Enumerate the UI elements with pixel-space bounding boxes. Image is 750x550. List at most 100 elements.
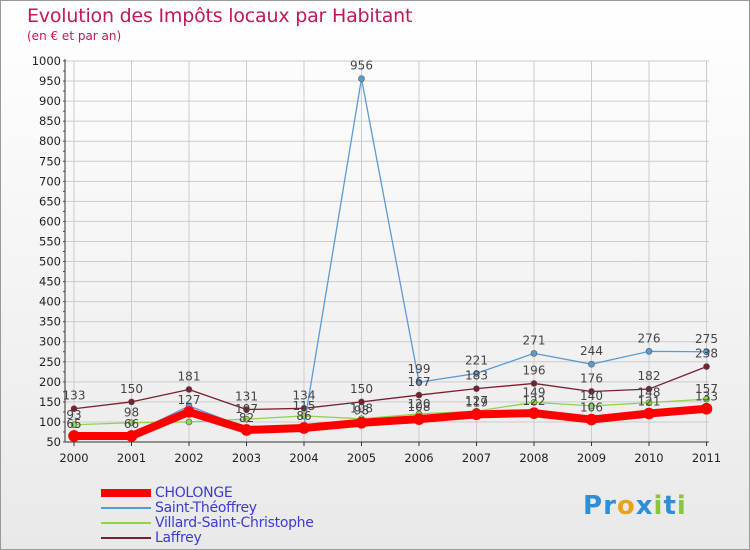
data-label: 275: [695, 332, 718, 346]
data-label: 133: [63, 389, 86, 403]
y-tick-label: 900: [39, 94, 61, 108]
series-line-cholonge: [70, 404, 711, 440]
data-label: 133: [695, 390, 718, 404]
legend-item-cholonge[interactable]: CHOLONGE: [101, 484, 314, 501]
y-tick-label: 950: [39, 74, 61, 88]
legend-item-laffrey[interactable]: Laffrey: [101, 529, 314, 546]
logo-letter: x: [635, 491, 654, 521]
series-line-villard-saint-christophe: [73, 398, 708, 426]
chart-title: Evolution des Impôts locaux par Habitant: [27, 5, 413, 27]
data-point: [358, 75, 365, 82]
data-label: 115: [293, 399, 316, 413]
data-point: [70, 405, 78, 413]
x-tick-label: 2003: [232, 451, 261, 465]
grid-lines: [65, 60, 709, 443]
data-point: [68, 430, 80, 442]
axes: [64, 59, 709, 443]
y-tick-label: 750: [39, 154, 61, 168]
legend: CHOLONGE Saint-Théoffrey Villard-Saint-C…: [101, 484, 314, 546]
data-point: [530, 398, 538, 406]
data-point: [588, 388, 595, 395]
data-label: 149: [523, 385, 546, 399]
data-point: [243, 406, 250, 413]
data-point: [358, 398, 365, 406]
data-point: [185, 418, 193, 426]
data-label: 134: [293, 388, 316, 402]
logo-letter: o: [616, 491, 636, 521]
data-point: [470, 408, 483, 421]
data-label: 107: [235, 402, 258, 416]
data-point: [243, 415, 250, 423]
data-label: 93: [66, 408, 81, 422]
data-point: [298, 422, 310, 434]
data-label: 108: [408, 400, 431, 414]
x-tick-label: 2011: [692, 451, 721, 465]
x-tick-label: 2001: [117, 451, 146, 465]
data-label: 150: [120, 382, 143, 396]
legend-swatch: [101, 488, 151, 497]
x-tick-label: 2006: [404, 451, 433, 465]
legend-item-saint-theoffrey[interactable]: Saint-Théoffrey: [101, 500, 314, 516]
y-tick-label: 850: [39, 114, 61, 128]
x-tick-label: 2000: [59, 451, 88, 465]
legend-item-villard-saint-christophe[interactable]: Villard-Saint-Christophe: [101, 515, 314, 531]
data-point: [700, 402, 713, 415]
legend-swatch: [101, 536, 151, 539]
data-label: 176: [580, 371, 603, 385]
y-tick-label: 1000: [32, 54, 61, 68]
data-label: 82: [239, 411, 254, 425]
data-label: 276: [638, 331, 661, 345]
legend-label: Laffrey: [155, 529, 202, 546]
data-label: 167: [408, 375, 431, 389]
data-label: 108: [350, 402, 373, 416]
y-tick-label: 600: [39, 214, 61, 228]
data-point: [128, 398, 135, 406]
legend-swatch: [101, 521, 151, 524]
y-tick-label: 200: [39, 375, 61, 389]
data-point: [473, 385, 480, 392]
series-layer: [68, 75, 713, 442]
y-tick-label: 450: [39, 275, 61, 289]
y-tick-label: 400: [39, 295, 61, 309]
data-point: [70, 421, 78, 429]
y-tick-label: 500: [39, 255, 61, 269]
data-label: 157: [695, 382, 718, 396]
series-line-saint-th-offrey: [73, 77, 708, 435]
data-point: [415, 378, 423, 386]
chart-subtitle: (en € et par an): [27, 29, 122, 43]
data-label: 271: [523, 333, 546, 347]
data-point: [183, 406, 195, 418]
data-label: 66: [124, 417, 139, 431]
logo-letter: r: [603, 491, 617, 521]
data-label: 148: [638, 386, 661, 400]
data-label: 121: [638, 395, 661, 409]
data-point: [415, 391, 423, 399]
data-label: 127: [178, 393, 201, 407]
data-label: 119: [465, 395, 488, 409]
y-tick-label: 50: [46, 435, 61, 449]
data-label: 150: [350, 382, 373, 396]
x-tick-label: 2005: [347, 451, 376, 465]
x-axis-ticks: 2000 2001 2002 2003 2004 2005 2006 2007 2008 2009…: [59, 442, 721, 465]
legend-label: CHOLONGE: [155, 484, 233, 501]
data-label: 181: [178, 369, 201, 383]
data-point: [645, 385, 653, 393]
data-point: [645, 348, 653, 355]
logo-letter: i: [653, 491, 664, 521]
data-point: [240, 424, 253, 436]
data-label: 86: [296, 409, 311, 423]
data-label: 127: [465, 394, 488, 408]
data-label: 183: [465, 369, 488, 383]
x-tick-label: 2010: [634, 451, 663, 465]
data-label: 120: [408, 397, 431, 411]
x-tick-label: 2002: [174, 451, 203, 465]
data-label: 140: [580, 389, 603, 403]
data-label: 122: [523, 394, 546, 408]
data-point: [125, 430, 138, 442]
data-label: 98: [354, 404, 369, 418]
logo-letter: t: [663, 491, 677, 521]
data-point: [185, 386, 193, 393]
x-tick-label: 2008: [519, 451, 548, 465]
